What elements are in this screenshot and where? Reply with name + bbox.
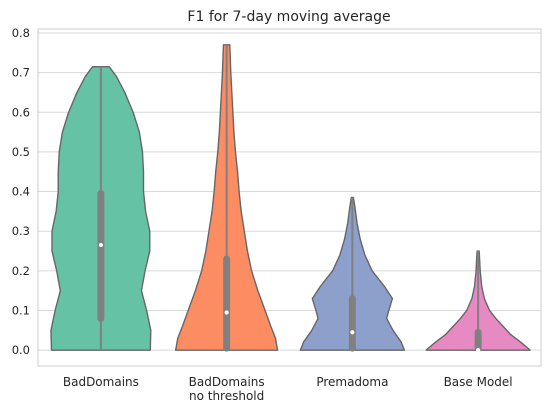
violin-iqr-box-0 <box>97 190 105 322</box>
violin-median-3 <box>476 348 481 353</box>
violin-iqr-box-3 <box>474 328 482 352</box>
y-tick-label-0: 0.0 <box>12 343 30 357</box>
violin-group-3 <box>425 250 531 353</box>
y-tick-label-3: 0.3 <box>12 224 30 238</box>
violin-median-0 <box>98 242 103 248</box>
y-tick-label-6: 0.6 <box>12 105 30 119</box>
plot-frame <box>37 28 542 367</box>
violin-median-1 <box>224 310 229 315</box>
y-tick-label-4: 0.4 <box>12 185 30 199</box>
violin-iqr-box-1 <box>223 255 231 352</box>
y-tick-label-7: 0.7 <box>12 66 30 80</box>
violins <box>50 44 531 353</box>
x-tick-label-1-line-1: no threshold <box>189 389 264 403</box>
y-tick-label-8: 0.8 <box>12 26 30 40</box>
violin-iqr-box-2 <box>348 295 356 352</box>
violin-group-0 <box>50 65 152 351</box>
violin-median-2 <box>350 330 355 335</box>
violin-group-1 <box>174 44 279 352</box>
y-tick-label-5: 0.5 <box>12 145 30 159</box>
x-tick-label-0-line-0: BadDomains <box>63 375 139 389</box>
chart-title: F1 for 7-day moving average <box>187 9 390 25</box>
violin-group-2 <box>299 196 406 352</box>
y-axis-ticks: 0.0 0.1 0.2 0.3 0.4 0.5 0.6 0.7 0.8 <box>12 26 30 357</box>
y-tick-label-1: 0.1 <box>12 303 30 317</box>
x-tick-label-2-line-0: Premadoma <box>316 375 388 389</box>
x-tick-label-3-line-0: Base Model <box>444 375 513 389</box>
x-tick-label-1-line-0: BadDomains <box>189 375 265 389</box>
y-tick-label-2: 0.2 <box>12 264 30 278</box>
